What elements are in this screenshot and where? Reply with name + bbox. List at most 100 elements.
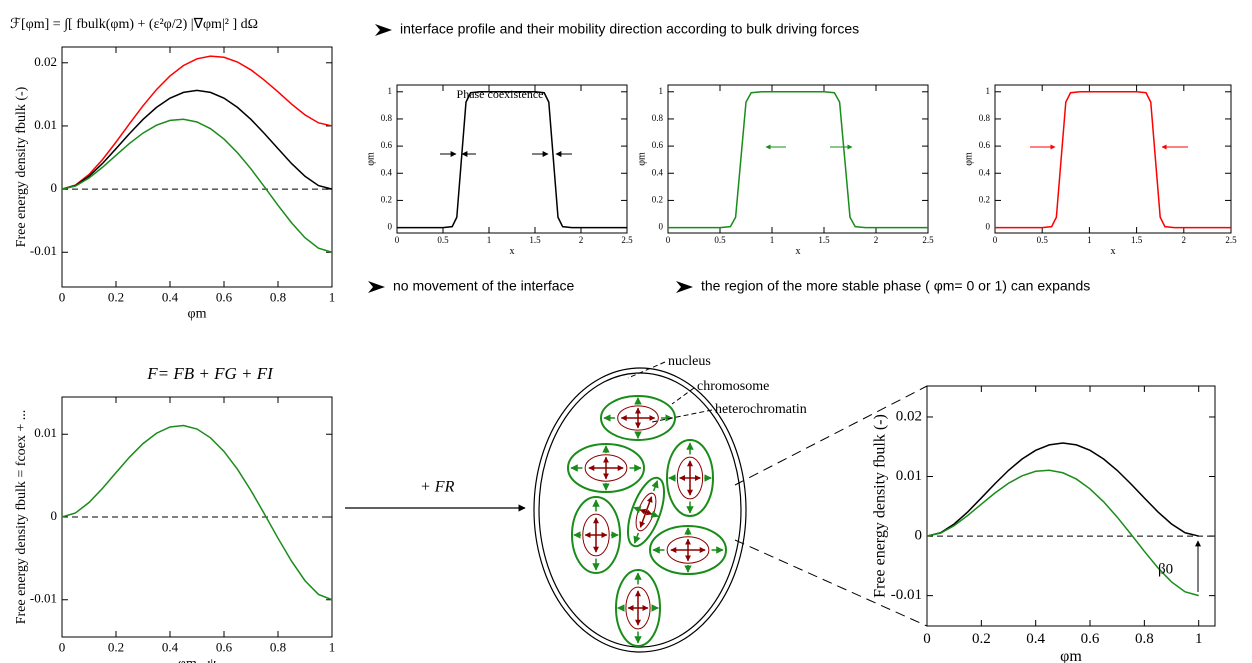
chromosome xyxy=(572,497,620,573)
green-arrow xyxy=(634,508,638,509)
y-tick-label: 0.01 xyxy=(34,425,57,440)
y-tick-label: 0.2 xyxy=(979,194,990,204)
y-tick-label: 0 xyxy=(388,222,393,232)
x-tick-label: 1.5 xyxy=(818,235,830,245)
y-tick-label: 0.01 xyxy=(34,117,57,132)
y-tick-label: 0.4 xyxy=(979,167,991,177)
x-tick-label: 0.2 xyxy=(972,631,991,647)
x-tick-label: 0.6 xyxy=(216,290,233,305)
y-tick-label: 0.2 xyxy=(381,194,392,204)
chromosome xyxy=(568,444,644,492)
plot-frame xyxy=(397,85,627,233)
y-tick-label: 0.02 xyxy=(896,408,922,424)
x-tick-label: 0 xyxy=(923,631,931,647)
x-tick-label: 0.5 xyxy=(714,235,726,245)
x-tick-label: 1.5 xyxy=(1131,235,1143,245)
green-arrow xyxy=(635,533,639,543)
x-tick-label: 0.8 xyxy=(1135,631,1154,647)
bullet xyxy=(676,281,693,293)
y-tick-label: 0 xyxy=(915,528,923,544)
y-tick-label: 0.4 xyxy=(381,167,393,177)
x-tick-label: 0.8 xyxy=(270,640,286,655)
x-axis-label: φm xyxy=(1060,648,1082,663)
series-line xyxy=(62,119,332,252)
y-tick-label: 1 xyxy=(659,86,664,96)
x-axis-label: φm , ψ xyxy=(178,657,216,663)
nucleus-inner xyxy=(539,373,741,647)
zoom-line xyxy=(735,540,927,626)
x-tick-label: 0 xyxy=(59,290,66,305)
x-tick-label: 0.4 xyxy=(1026,631,1045,647)
x-tick-label: 1 xyxy=(1087,235,1092,245)
red-arrow xyxy=(646,512,652,514)
x-tick-label: 0.5 xyxy=(437,235,449,245)
x-tick-label: 0.4 xyxy=(162,640,179,655)
red-arrow xyxy=(646,497,652,512)
y-tick-label: 0.6 xyxy=(979,140,991,150)
chart-title: F= FB + FG + FI xyxy=(146,364,274,383)
x-tick-label: 0.4 xyxy=(162,290,179,305)
x-tick-label: 1.5 xyxy=(529,235,541,245)
red-arrow xyxy=(640,510,646,512)
green-arrow xyxy=(654,515,658,516)
plot-frame xyxy=(927,386,1215,626)
x-axis-label: x xyxy=(510,246,515,257)
y-tick-label: 0.6 xyxy=(381,140,393,150)
y-tick-label: 0.01 xyxy=(896,468,922,484)
series-line xyxy=(995,92,1231,228)
x-tick-label: 2 xyxy=(579,235,584,245)
y-tick-label: 0.6 xyxy=(652,140,664,150)
series-line xyxy=(927,443,1199,536)
x-tick-label: 0 xyxy=(666,235,671,245)
x-tick-label: 0.8 xyxy=(270,290,286,305)
x-tick-label: 0.6 xyxy=(216,640,233,655)
caption: interface profile and their mobility dir… xyxy=(400,21,859,37)
y-tick-label: 0 xyxy=(51,180,58,195)
leader xyxy=(672,388,694,404)
x-tick-label: 0.5 xyxy=(1037,235,1049,245)
green-arrow xyxy=(654,481,658,491)
y-tick-label: 1 xyxy=(388,86,393,96)
x-tick-label: 1 xyxy=(770,235,775,245)
series-line xyxy=(62,90,332,189)
x-tick-label: 0 xyxy=(395,235,400,245)
x-tick-label: 0 xyxy=(59,640,66,655)
x-tick-label: 1 xyxy=(487,235,492,245)
y-tick-label: 0 xyxy=(986,222,991,232)
x-tick-label: 2 xyxy=(874,235,879,245)
caption: no movement of the interface xyxy=(393,278,575,294)
series-line xyxy=(62,425,332,599)
chart-title: Phase coexistence xyxy=(457,87,544,101)
plot-frame xyxy=(995,85,1231,233)
x-axis-label: x xyxy=(1111,246,1116,257)
x-tick-label: 1 xyxy=(329,640,336,655)
figure: interface profile and their mobility dir… xyxy=(0,0,1252,663)
x-tick-label: 2.5 xyxy=(922,235,934,245)
y-tick-label: -0.01 xyxy=(30,591,57,606)
x-tick-label: 0 xyxy=(993,235,998,245)
chromosome xyxy=(621,473,672,550)
chromosome xyxy=(616,570,660,646)
diagram-label: nucleus xyxy=(668,354,711,369)
y-tick-label: -0.01 xyxy=(891,587,922,603)
x-axis-label: φm xyxy=(188,307,207,322)
series-line xyxy=(668,92,928,228)
x-tick-label: 0.2 xyxy=(108,640,124,655)
caption: the region of the more stable phase ( φm… xyxy=(701,278,1090,294)
x-tick-label: 1 xyxy=(329,290,336,305)
y-tick-label: 0.8 xyxy=(652,113,664,123)
y-tick-label: -0.01 xyxy=(30,243,57,258)
y-tick-label: 0.2 xyxy=(652,194,663,204)
chromosome xyxy=(601,396,675,440)
y-tick-label: 0.4 xyxy=(652,167,664,177)
operator-label: + FR xyxy=(420,479,455,496)
chromosome xyxy=(650,526,726,574)
y-tick-label: 0.8 xyxy=(381,113,393,123)
bullet xyxy=(375,24,392,36)
y-tick-label: 0 xyxy=(51,508,58,523)
red-arrow xyxy=(640,512,646,527)
diagram-label: chromosome xyxy=(697,379,769,394)
y-tick-label: 1 xyxy=(986,86,991,96)
y-tick-label: 0.02 xyxy=(34,54,57,69)
y-axis-label: Free energy density fbulk = fcoex + ... xyxy=(14,410,29,625)
